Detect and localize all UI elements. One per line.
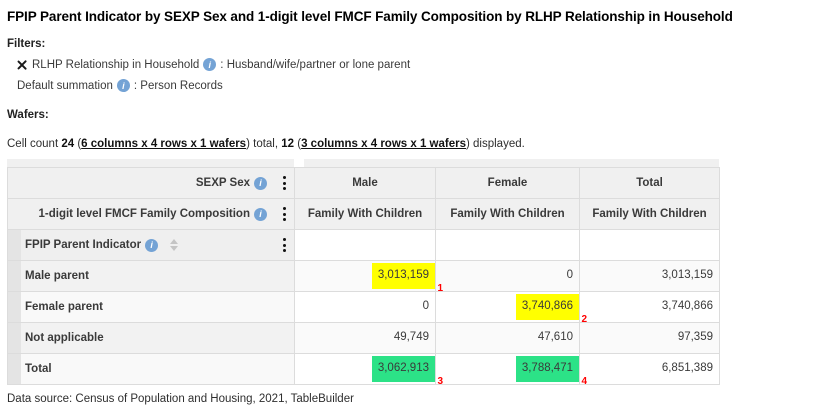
- data-cell: 47,610: [435, 322, 580, 354]
- table-row-total: Total 3,062,913 3 3,788,471 4 6,851,389: [7, 353, 720, 386]
- row-header[interactable]: Not applicable: [7, 322, 295, 354]
- column-header-male[interactable]: Male: [294, 167, 436, 199]
- kebab-menu-icon[interactable]: [281, 236, 288, 254]
- column-variable-label: SEXP Sex: [195, 177, 250, 189]
- annotation-number: 4: [581, 375, 587, 387]
- data-cell: 3,013,159 1: [294, 260, 443, 293]
- cell-value: 0: [422, 300, 429, 313]
- data-cell: 6,851,389: [579, 353, 720, 385]
- data-source: Data source: Census of Population and Ho…: [7, 393, 354, 405]
- row-header[interactable]: Male parent: [7, 260, 295, 292]
- filter-name: Default summation: [17, 79, 113, 92]
- filter-row-summation: Default summation i : Person Records: [7, 79, 825, 92]
- stub-variable-row: FPIP Parent Indicator i: [7, 229, 720, 261]
- cell-value: 47,610: [537, 331, 573, 344]
- row-variable-row: 1-digit level FMCF Family Composition i …: [7, 198, 720, 230]
- data-cell: 0: [435, 260, 580, 292]
- cell-value-wrap: 97,359: [672, 325, 719, 351]
- info-icon[interactable]: i: [254, 176, 267, 190]
- cell-value-wrap: 6,851,389: [656, 356, 719, 382]
- annotation-number: 2: [581, 313, 587, 325]
- cell-count-line: Cell count 24 (6 columns x 4 rows x 1 wa…: [7, 138, 525, 150]
- filters-heading: Filters:: [7, 38, 46, 50]
- filter-separator: :: [220, 58, 224, 71]
- row-variable-header[interactable]: 1-digit level FMCF Family Composition i: [7, 198, 295, 230]
- annotation-number: 3: [437, 375, 443, 387]
- row-variable-label: 1-digit level FMCF Family Composition: [38, 208, 251, 220]
- filter-separator: :: [133, 79, 138, 92]
- table-row: Male parent 3,013,159 1 0 3,013,159: [7, 260, 720, 293]
- filter-value: Person Records: [140, 79, 223, 92]
- stub-variable-label: FPIP Parent Indicator: [25, 239, 142, 251]
- row-header[interactable]: Total: [7, 353, 295, 385]
- cell-count-prefix: Cell count: [7, 138, 62, 150]
- table-row: Not applicable 49,749 47,610 97,359: [7, 322, 720, 354]
- cell-value-wrap: 49,749: [388, 325, 435, 351]
- info-icon[interactable]: i: [254, 207, 267, 221]
- column-subheader: Family With Children: [579, 198, 720, 230]
- info-icon[interactable]: i: [145, 238, 159, 252]
- results-table: SEXP Sex i Male Female Total 1-digit lev…: [7, 159, 720, 386]
- cell-value: 0: [566, 269, 573, 282]
- data-cell: 3,788,471 4: [435, 353, 587, 386]
- cell-value-wrap: 3,062,913 3: [371, 356, 443, 386]
- annotation-number: 1: [437, 282, 443, 294]
- stub-variable-header[interactable]: FPIP Parent Indicator i: [7, 229, 295, 261]
- data-cell: 3,013,159: [579, 260, 720, 292]
- kebab-menu-icon[interactable]: [281, 205, 288, 223]
- cell-value-wrap: 0: [561, 263, 579, 289]
- cell-value-wrap: 0: [417, 294, 435, 320]
- cell-value: 97,359: [677, 331, 713, 344]
- data-cell: 0: [294, 291, 436, 323]
- data-cell: 3,740,866: [579, 291, 720, 323]
- wafers-heading: Wafers:: [7, 109, 49, 121]
- info-icon[interactable]: i: [203, 58, 217, 71]
- cell-value-wrap: 3,740,866: [656, 294, 719, 320]
- data-cell: 97,359: [579, 322, 720, 354]
- data-cell: 49,749: [294, 322, 436, 354]
- cell-value: 49,749: [393, 331, 429, 344]
- cell-value-wrap: 3,740,866 2: [515, 294, 587, 324]
- remove-filter-icon[interactable]: [17, 60, 27, 70]
- data-cell: 3,062,913 3: [294, 353, 443, 386]
- info-icon[interactable]: i: [116, 79, 130, 92]
- filter-name: RLHP Relationship in Household: [32, 58, 200, 71]
- table-row: Female parent 0 3,740,866 2 3,740,866: [7, 291, 720, 324]
- cell-value-wrap: 3,013,159: [656, 263, 719, 289]
- cell-value: 3,013,159: [661, 269, 713, 282]
- sort-icon[interactable]: [170, 239, 179, 251]
- cell-value-wrap: 3,013,159 1: [371, 263, 443, 293]
- cell-count-total-breakdown: 6 columns x 4 rows x 1 wafers: [81, 138, 247, 150]
- cell-count-displayed-breakdown: 3 columns x 4 rows x 1 wafers: [301, 138, 466, 150]
- column-header-female[interactable]: Female: [435, 167, 580, 199]
- column-variable-header[interactable]: SEXP Sex i: [7, 167, 295, 199]
- column-variable-row: SEXP Sex i Male Female Total: [7, 167, 720, 199]
- cell-value: 6,851,389: [661, 362, 713, 375]
- cell-value: 3,013,159: [377, 269, 429, 282]
- cell-value: 3,740,866: [521, 300, 573, 313]
- column-subheader: Family With Children: [435, 198, 580, 230]
- filter-value: Husband/wife/partner or lone parent: [226, 58, 411, 71]
- filter-row-rlhp: RLHP Relationship in Household i : Husba…: [7, 58, 825, 71]
- cell-value: 3,740,866: [661, 300, 713, 313]
- page-title: FPIP Parent Indicator by SEXP Sex and 1-…: [7, 9, 733, 24]
- cell-value-wrap: 47,610: [532, 325, 579, 351]
- column-header-total[interactable]: Total: [579, 167, 720, 199]
- table-top-spacer: [7, 159, 719, 167]
- kebab-menu-icon[interactable]: [281, 174, 288, 192]
- cell-count-displayed: 12: [281, 138, 295, 150]
- cell-value: 3,788,471: [521, 362, 573, 375]
- data-cell: 3,740,866 2: [435, 291, 587, 324]
- row-header[interactable]: Female parent: [7, 291, 295, 323]
- cell-value: 3,062,913: [377, 362, 429, 375]
- cell-value-wrap: 3,788,471 4: [515, 356, 587, 386]
- column-subheader: Family With Children: [294, 198, 436, 230]
- cell-count-total: 24: [61, 138, 75, 150]
